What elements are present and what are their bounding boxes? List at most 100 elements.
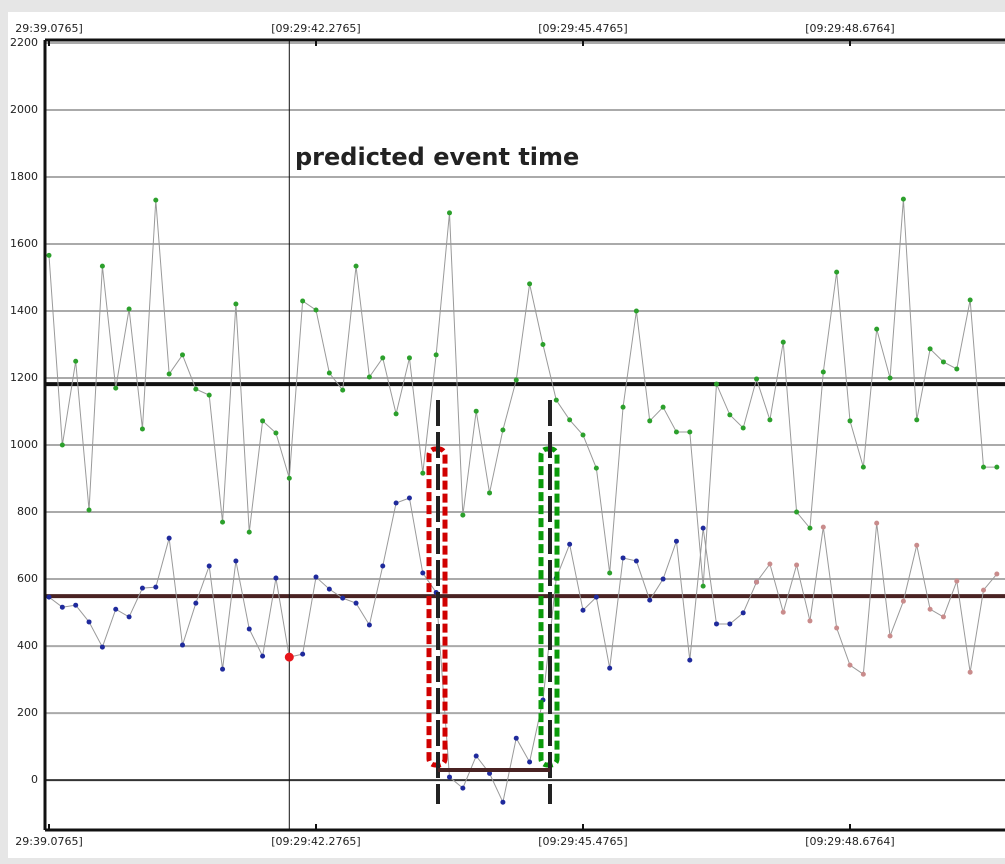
x-tick-label: 29:39.0765]	[15, 835, 82, 848]
data-point	[754, 376, 760, 382]
data-point	[340, 595, 346, 601]
panel	[8, 12, 1005, 858]
data-point	[580, 607, 586, 613]
data-point	[500, 799, 506, 805]
data-point	[220, 519, 226, 525]
data-point	[473, 753, 479, 759]
data-point	[860, 671, 866, 677]
x-tick-label: 29:39.0765]	[15, 22, 82, 35]
data-point	[647, 597, 653, 603]
data-point	[139, 585, 145, 591]
data-point	[193, 386, 199, 392]
data-point	[353, 263, 359, 269]
data-point	[967, 669, 973, 675]
data-point	[660, 404, 666, 410]
y-tick-label: 200	[17, 706, 38, 719]
data-point	[179, 352, 185, 358]
data-point	[220, 666, 226, 672]
data-point	[273, 575, 279, 581]
data-point	[820, 369, 826, 375]
annotation: predicted event time	[295, 143, 579, 171]
data-point	[874, 326, 880, 332]
data-point	[113, 385, 119, 391]
data-point	[446, 774, 452, 780]
data-point	[713, 381, 719, 387]
data-point	[273, 430, 279, 436]
data-point	[607, 665, 613, 671]
data-point	[260, 418, 266, 424]
data-point	[446, 210, 452, 216]
data-point	[206, 563, 212, 569]
data-point	[86, 507, 92, 513]
data-point	[59, 442, 65, 448]
data-point	[860, 464, 866, 470]
data-point	[967, 297, 973, 303]
data-point	[633, 558, 639, 564]
data-point	[940, 614, 946, 620]
data-point	[366, 622, 372, 628]
y-tick-label: 2000	[10, 103, 38, 116]
data-point	[126, 614, 132, 620]
y-tick-label: 800	[17, 505, 38, 518]
data-point	[284, 652, 294, 662]
data-point	[487, 490, 493, 496]
data-point	[99, 644, 105, 650]
data-point	[927, 606, 933, 612]
data-point	[513, 377, 519, 383]
data-point	[313, 574, 319, 580]
data-point	[46, 594, 52, 600]
data-point	[607, 570, 613, 576]
plot-area	[45, 40, 1005, 830]
data-point	[380, 355, 386, 361]
data-point	[727, 621, 733, 627]
data-point	[807, 618, 813, 624]
window-markers	[426, 400, 560, 804]
x-tick-label: [09:29:42.2765]	[271, 835, 360, 848]
data-point	[380, 563, 386, 569]
data-point	[46, 252, 52, 258]
data-point	[300, 651, 306, 657]
data-point	[567, 541, 573, 547]
y-tick-label: 1400	[10, 304, 38, 317]
data-point	[300, 298, 306, 304]
data-point	[527, 281, 533, 287]
data-point	[887, 633, 893, 639]
data-point	[366, 374, 372, 380]
data-point	[460, 512, 466, 518]
data-point	[887, 375, 893, 381]
data-point	[326, 586, 332, 592]
data-point	[593, 594, 599, 600]
data-point	[834, 269, 840, 275]
data-point	[927, 346, 933, 352]
data-point	[673, 429, 679, 435]
y-tick-label: 600	[17, 572, 38, 585]
data-point	[393, 411, 399, 417]
data-point	[914, 417, 920, 423]
data-point	[153, 584, 159, 590]
data-point	[513, 735, 519, 741]
data-point	[406, 495, 412, 501]
data-point	[994, 571, 1000, 577]
data-point	[914, 542, 920, 548]
data-point	[794, 509, 800, 515]
grid	[45, 42, 1005, 782]
data-point	[940, 359, 946, 365]
data-point	[794, 562, 800, 568]
x-tick-label: [09:29:48.6764]	[805, 22, 894, 35]
data-point	[687, 657, 693, 663]
x-tick-label: [09:29:45.4765]	[538, 22, 627, 35]
data-point	[193, 600, 199, 606]
x-tick-label: [09:29:48.6764]	[805, 835, 894, 848]
data-point	[994, 464, 1000, 470]
data-point	[393, 500, 399, 506]
data-point	[834, 625, 840, 631]
data-point	[233, 558, 239, 564]
data-point	[260, 653, 266, 659]
data-point	[460, 785, 466, 791]
data-point	[73, 358, 79, 364]
data-point	[139, 426, 145, 432]
data-point	[780, 609, 786, 615]
data-point	[340, 387, 346, 393]
y-tick-label: 1000	[10, 438, 38, 451]
